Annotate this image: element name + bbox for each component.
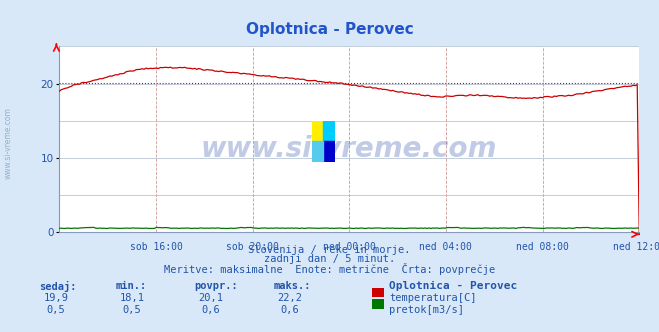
Bar [323,141,335,162]
Text: 19,9: 19,9 [43,293,69,303]
Text: 0,6: 0,6 [281,305,299,315]
Text: Oplotnica - Perovec: Oplotnica - Perovec [246,22,413,37]
Text: Oplotnica - Perovec: Oplotnica - Perovec [389,281,517,290]
Text: maks.:: maks.: [273,281,311,290]
Text: sedaj:: sedaj: [40,281,77,291]
Text: min.:: min.: [115,281,146,290]
Bar [312,141,323,162]
Text: sob 20:00: sob 20:00 [226,242,279,252]
Bar [312,121,323,141]
Text: Slovenija / reke in morje.: Slovenija / reke in morje. [248,245,411,255]
Text: 22,2: 22,2 [277,293,302,303]
Text: 20,1: 20,1 [198,293,223,303]
Text: 18,1: 18,1 [119,293,144,303]
Text: ned 08:00: ned 08:00 [516,242,569,252]
Text: 0,5: 0,5 [123,305,141,315]
Text: ned 12:00: ned 12:00 [613,242,659,252]
Text: sob 16:00: sob 16:00 [130,242,183,252]
Text: pretok[m3/s]: pretok[m3/s] [389,305,465,315]
Text: ned 00:00: ned 00:00 [323,242,376,252]
Text: www.si-vreme.com: www.si-vreme.com [3,107,13,179]
Text: Meritve: maksimalne  Enote: metrične  Črta: povprečje: Meritve: maksimalne Enote: metrične Črta… [164,263,495,275]
Bar [323,121,335,141]
Text: zadnji dan / 5 minut.: zadnji dan / 5 minut. [264,254,395,264]
Text: temperatura[C]: temperatura[C] [389,293,477,303]
Text: 0,5: 0,5 [47,305,65,315]
Text: 0,6: 0,6 [202,305,220,315]
Text: ned 04:00: ned 04:00 [420,242,473,252]
Text: www.si-vreme.com: www.si-vreme.com [201,135,498,163]
Text: povpr.:: povpr.: [194,281,238,290]
